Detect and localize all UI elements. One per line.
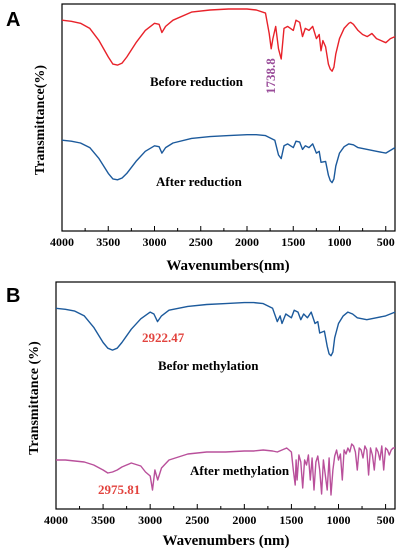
x-tick-label-3500: 3500 [91, 513, 115, 527]
annotation-2975-81: 2975.81 [98, 482, 140, 497]
series-label-after-reduction: After reduction [156, 174, 243, 189]
series-label-after-methylation: After methylation [190, 463, 290, 478]
series-label-before-reduction: Before reduction [150, 74, 244, 89]
series-line-after-methylation [56, 443, 395, 496]
y-axis-label-b: Transmittance (%) [27, 341, 42, 455]
x-tick-label-500: 500 [377, 235, 395, 249]
panel-letter-b: B [6, 285, 20, 307]
x-tick-label-3000: 3000 [138, 513, 162, 527]
panel-letter-a: A [6, 9, 20, 31]
x-ticks-b: 4000 3500 3000 2500 2000 1500 1000 500 [44, 504, 395, 527]
x-tick-label-1000: 1000 [327, 513, 351, 527]
plot-frame-b [55, 281, 396, 510]
x-axis-label-a: Wavenumbers(nm) [166, 258, 289, 274]
traces-b [55, 301, 396, 496]
panel-a: A 4000 3500 3000 2500 2000 1500 1000 500 Before… [6, 3, 396, 274]
x-tick-label-2000: 2000 [232, 513, 256, 527]
x-tick-label-4000: 4000 [50, 235, 74, 249]
series-line-after-reduction [61, 134, 396, 184]
series-label-befor-methylation: Befor methylation [158, 358, 259, 373]
x-tick-label-1500: 1500 [279, 513, 303, 527]
panel-b: B 4000 3500 3000 2500 2000 1500 1000 500 2922.4… [6, 281, 396, 549]
x-tick-label-2500: 2500 [185, 513, 209, 527]
series-line-before-reduction [61, 8, 396, 72]
x-tick-label-3500: 3500 [96, 235, 120, 249]
plot-frame-a [61, 3, 396, 232]
x-tick-label-4000: 4000 [44, 513, 68, 527]
series-line-befor-methylation [55, 301, 396, 357]
y-axis-label-a: Transmittance(%) [33, 65, 48, 175]
x-tick-label-500: 500 [377, 513, 395, 527]
x-tick-label-1000: 1000 [328, 235, 352, 249]
x-tick-label-3000: 3000 [143, 235, 167, 249]
annotation-2922-47: 2922.47 [142, 330, 185, 345]
x-ticks-a: 4000 3500 3000 2500 2000 1500 1000 500 [50, 226, 395, 249]
x-tick-label-2500: 2500 [189, 235, 213, 249]
x-tick-label-2000: 2000 [235, 235, 259, 249]
annotation-1738-8: 1738.8 [263, 58, 278, 94]
traces-a [61, 8, 396, 184]
x-axis-label-b: Wavenumbers (nm) [162, 533, 289, 549]
x-tick-label-1500: 1500 [281, 235, 305, 249]
